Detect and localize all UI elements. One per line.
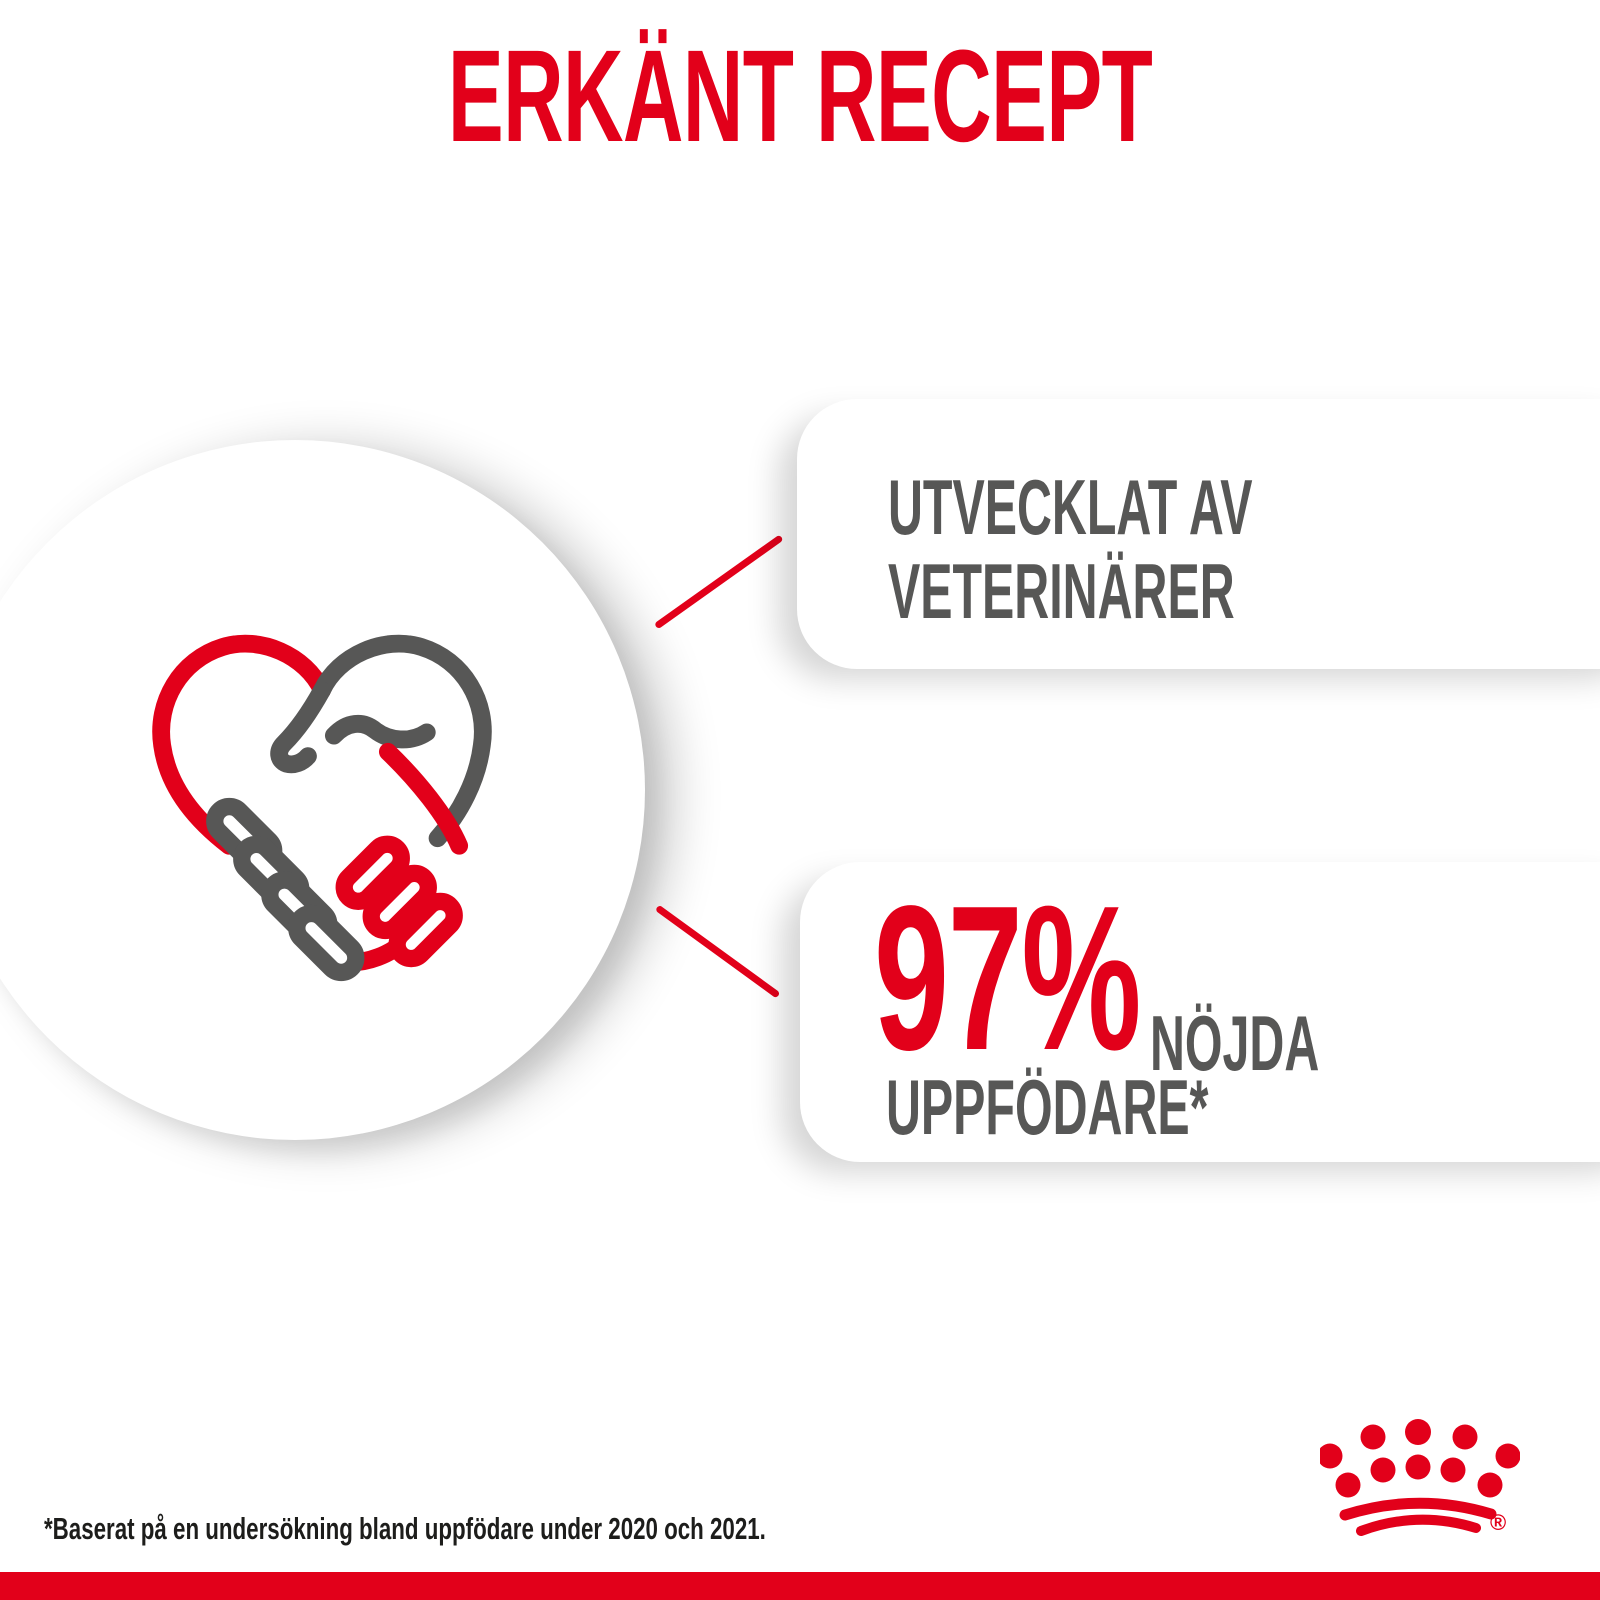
gray-thumb: [324, 715, 436, 749]
red-fingers: [335, 835, 463, 968]
stat-value: 97%: [874, 863, 1141, 1093]
heart-right-lobe: [313, 634, 492, 848]
connector-line-vets: [653, 534, 784, 630]
crown-base-arc-outer: [1339, 1497, 1497, 1521]
connector-line-breeders: [654, 904, 781, 999]
royal-canin-crown-logo: ®: [1320, 1419, 1520, 1536]
callout-card-breeders: [800, 862, 1600, 1162]
heart-handshake-icon: [152, 634, 492, 982]
crown-dots: [1320, 1419, 1520, 1498]
registered-trademark: ®: [1490, 1510, 1506, 1535]
icon-background-circle: [0, 440, 645, 1140]
footnote: *Baserat på en undersökning bland uppföd…: [44, 1511, 766, 1546]
red-wrist: [378, 742, 469, 855]
callout-vets-line1: UTVECKLAT AV: [888, 463, 1253, 551]
crown-base-arc-inner: [1356, 1514, 1481, 1536]
stat-label-below: UPPFÖDARE*: [886, 1063, 1209, 1151]
bottom-red-bar: [0, 1572, 1600, 1600]
gray-hand-edge: [270, 681, 331, 774]
callout-card-vets: [797, 399, 1600, 669]
callout-vets-text: UTVECKLAT AV VETERINÄRER: [888, 465, 1252, 633]
heart-left-lobe: [152, 634, 331, 855]
page-title: ERKÄNT RECEPT: [447, 22, 1153, 169]
callout-vets-line2: VETERINÄRER: [888, 547, 1235, 635]
gray-fingers: [206, 797, 365, 982]
stat-label-inline: NÖJDA: [1150, 999, 1320, 1087]
